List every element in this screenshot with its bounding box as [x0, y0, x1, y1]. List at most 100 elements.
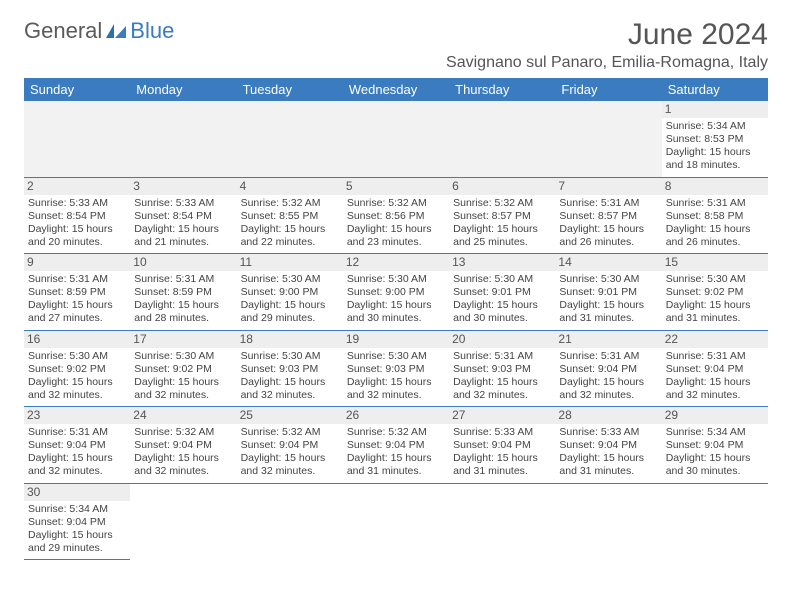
- day-number: 1: [662, 101, 768, 118]
- daylight-line: Daylight: 15 hours and 32 minutes.: [241, 376, 339, 402]
- day-cell: 8Sunrise: 5:31 AMSunset: 8:58 PMDaylight…: [662, 177, 768, 254]
- weekday-header: Saturday: [662, 78, 768, 101]
- day-number: 29: [662, 407, 768, 424]
- day-number: 30: [24, 484, 130, 501]
- month-title: June 2024: [446, 18, 768, 52]
- day-cell: 29 Sunrise: 5:34 AMSunset: 9:04 PMDayligh…: [662, 407, 768, 484]
- sunrise-line: Sunrise: 5:30 AM: [453, 273, 551, 286]
- sunrise-line: Sunrise: 5:30 AM: [241, 350, 339, 363]
- empty-cell: [130, 101, 236, 177]
- sunset-line: Sunset: 9:00 PM: [347, 286, 445, 299]
- weekday-header: Monday: [130, 78, 236, 101]
- day-cell: 1Sunrise: 5:34 AMSunset: 8:53 PMDaylight…: [662, 101, 768, 177]
- daylight-line: Daylight: 15 hours and 32 minutes.: [134, 376, 232, 402]
- day-cell: 16Sunrise: 5:30 AMSunset: 9:02 PMDayligh…: [24, 330, 130, 407]
- sunset-line: Sunset: 8:57 PM: [559, 210, 657, 223]
- logo-text-a: General: [24, 18, 102, 44]
- daylight-line: Daylight: 15 hours and 22 minutes.: [241, 223, 339, 249]
- sunrise-line: Sunrise: 5:34 AM: [666, 120, 764, 133]
- day-number: 20: [449, 331, 555, 348]
- day-cell: 13Sunrise: 5:30 AMSunset: 9:01 PMDayligh…: [449, 254, 555, 331]
- sunrise-line: Sunrise: 5:34 AM: [666, 426, 764, 439]
- day-number: 26: [343, 407, 449, 424]
- calendar-body: 1Sunrise: 5:34 AMSunset: 8:53 PMDaylight…: [24, 101, 768, 560]
- weekday-header: Wednesday: [343, 78, 449, 101]
- daylight-line: Daylight: 15 hours and 21 minutes.: [134, 223, 232, 249]
- trailing-cell: [343, 483, 449, 560]
- sunset-line: Sunset: 9:01 PM: [559, 286, 657, 299]
- daylight-line: Daylight: 15 hours and 18 minutes.: [666, 146, 764, 172]
- day-number: 7: [555, 178, 661, 195]
- header: General Blue June 2024 Savignano sul Pan…: [24, 18, 768, 72]
- daylight-line: Daylight: 15 hours and 32 minutes.: [347, 376, 445, 402]
- daylight-line: Daylight: 15 hours and 30 minutes.: [666, 452, 764, 478]
- logo-text-b: Blue: [130, 18, 174, 44]
- sunrise-line: Sunrise: 5:31 AM: [453, 350, 551, 363]
- day-cell: 19Sunrise: 5:30 AMSunset: 9:03 PMDayligh…: [343, 330, 449, 407]
- day-cell: 11Sunrise: 5:30 AMSunset: 9:00 PMDayligh…: [237, 254, 343, 331]
- sunset-line: Sunset: 9:02 PM: [134, 363, 232, 376]
- day-cell: 27Sunrise: 5:33 AMSunset: 9:04 PMDayligh…: [449, 407, 555, 484]
- day-number: 24: [130, 407, 236, 424]
- sunrise-line: Sunrise: 5:31 AM: [559, 350, 657, 363]
- sunrise-line: Sunrise: 5:32 AM: [453, 197, 551, 210]
- day-cell: 4Sunrise: 5:32 AMSunset: 8:55 PMDaylight…: [237, 177, 343, 254]
- sunrise-line: Sunrise: 5:31 AM: [28, 273, 126, 286]
- daylight-line: Daylight: 15 hours and 27 minutes.: [28, 299, 126, 325]
- empty-cell: [24, 101, 130, 177]
- day-number: 8: [662, 178, 768, 195]
- day-number: 14: [555, 254, 661, 271]
- day-number: 16: [24, 331, 130, 348]
- sunset-line: Sunset: 9:04 PM: [28, 439, 126, 452]
- daylight-line: Daylight: 15 hours and 28 minutes.: [134, 299, 232, 325]
- sunrise-line: Sunrise: 5:31 AM: [28, 426, 126, 439]
- sunset-line: Sunset: 8:56 PM: [347, 210, 445, 223]
- empty-cell: [449, 101, 555, 177]
- sunset-line: Sunset: 9:00 PM: [241, 286, 339, 299]
- trailing-cell: [130, 483, 236, 560]
- sunset-line: Sunset: 9:04 PM: [666, 363, 764, 376]
- daylight-line: Daylight: 15 hours and 31 minutes.: [559, 299, 657, 325]
- daylight-line: Daylight: 15 hours and 26 minutes.: [559, 223, 657, 249]
- day-cell: 14Sunrise: 5:30 AMSunset: 9:01 PMDayligh…: [555, 254, 661, 331]
- trailing-cell: [555, 483, 661, 560]
- day-cell: 9Sunrise: 5:31 AMSunset: 8:59 PMDaylight…: [24, 254, 130, 331]
- sunrise-line: Sunrise: 5:32 AM: [241, 426, 339, 439]
- logo: General Blue: [24, 18, 174, 44]
- day-number: 11: [237, 254, 343, 271]
- sunset-line: Sunset: 9:04 PM: [347, 439, 445, 452]
- sunset-line: Sunset: 8:58 PM: [666, 210, 764, 223]
- day-cell: 12Sunrise: 5:30 AMSunset: 9:00 PMDayligh…: [343, 254, 449, 331]
- daylight-line: Daylight: 15 hours and 32 minutes.: [453, 376, 551, 402]
- day-number: 17: [130, 331, 236, 348]
- daylight-line: Daylight: 15 hours and 31 minutes.: [453, 452, 551, 478]
- day-number: 21: [555, 331, 661, 348]
- day-cell: 24Sunrise: 5:32 AMSunset: 9:04 PMDayligh…: [130, 407, 236, 484]
- sunset-line: Sunset: 9:01 PM: [453, 286, 551, 299]
- day-cell: 23Sunrise: 5:31 AMSunset: 9:04 PMDayligh…: [24, 407, 130, 484]
- trailing-cell: [662, 483, 768, 560]
- sunset-line: Sunset: 9:04 PM: [134, 439, 232, 452]
- empty-cell: [343, 101, 449, 177]
- day-cell: 6Sunrise: 5:32 AMSunset: 8:57 PMDaylight…: [449, 177, 555, 254]
- day-cell: 10Sunrise: 5:31 AMSunset: 8:59 PMDayligh…: [130, 254, 236, 331]
- daylight-line: Daylight: 15 hours and 25 minutes.: [453, 223, 551, 249]
- sunset-line: Sunset: 9:04 PM: [559, 363, 657, 376]
- sunrise-line: Sunrise: 5:33 AM: [28, 197, 126, 210]
- sunrise-line: Sunrise: 5:31 AM: [134, 273, 232, 286]
- daylight-line: Daylight: 15 hours and 31 minutes.: [559, 452, 657, 478]
- daylight-line: Daylight: 15 hours and 30 minutes.: [453, 299, 551, 325]
- sunset-line: Sunset: 8:54 PM: [134, 210, 232, 223]
- weekday-header: Tuesday: [237, 78, 343, 101]
- daylight-line: Daylight: 15 hours and 31 minutes.: [347, 452, 445, 478]
- day-cell: 21Sunrise: 5:31 AMSunset: 9:04 PMDayligh…: [555, 330, 661, 407]
- day-number: 9: [24, 254, 130, 271]
- day-cell: 28Sunrise: 5:33 AMSunset: 9:04 PMDayligh…: [555, 407, 661, 484]
- sunset-line: Sunset: 8:55 PM: [241, 210, 339, 223]
- sunset-line: Sunset: 9:04 PM: [666, 439, 764, 452]
- sunset-line: Sunset: 9:02 PM: [28, 363, 126, 376]
- sunrise-line: Sunrise: 5:31 AM: [666, 197, 764, 210]
- sunrise-line: Sunrise: 5:30 AM: [347, 273, 445, 286]
- calendar-head: SundayMondayTuesdayWednesdayThursdayFrid…: [24, 78, 768, 101]
- title-block: June 2024 Savignano sul Panaro, Emilia-R…: [446, 18, 768, 72]
